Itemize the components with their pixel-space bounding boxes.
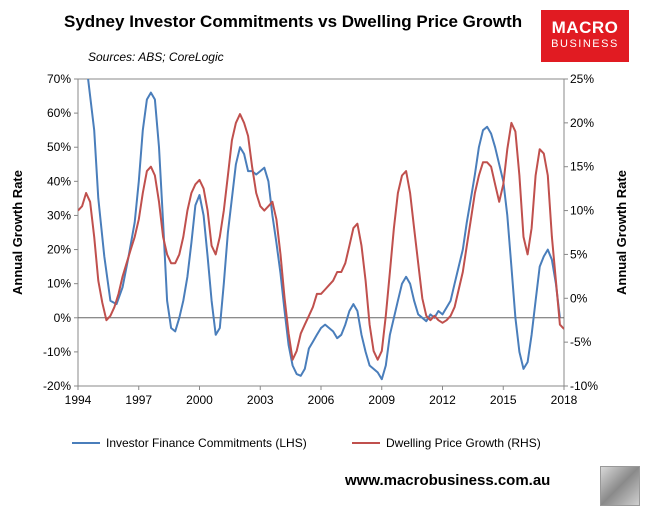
- right-tick-label: -10%: [570, 379, 598, 393]
- x-tick-label: 2015: [490, 393, 517, 407]
- chart-sources: Sources: ABS; CoreLogic: [88, 50, 224, 64]
- left-tick-label: 50%: [47, 140, 71, 154]
- right-tick-label: 10%: [570, 204, 594, 218]
- x-tick-label: 1997: [125, 393, 152, 407]
- macrobusiness-logo: MACRO BUSINESS: [541, 10, 629, 62]
- chart-title: Sydney Investor Commitments vs Dwelling …: [64, 12, 523, 31]
- legend-label: Investor Finance Commitments (LHS): [106, 436, 307, 450]
- legend-label: Dwelling Price Growth (RHS): [386, 436, 541, 450]
- left-tick-label: 30%: [47, 208, 71, 222]
- right-tick-label: 5%: [570, 247, 588, 261]
- left-tick-label: -10%: [43, 345, 71, 359]
- x-tick-label: 2003: [247, 393, 274, 407]
- left-tick-label: 10%: [47, 277, 71, 291]
- right-tick-label: 0%: [570, 291, 588, 305]
- right-axis-title: Annual Growth Rate: [614, 170, 629, 295]
- left-tick-label: 70%: [47, 72, 71, 86]
- wolf-logo-icon: [600, 466, 640, 506]
- x-tick-label: 2006: [308, 393, 335, 407]
- logo-line-2: BUSINESS: [551, 38, 619, 50]
- x-tick-label: 1994: [65, 393, 92, 407]
- logo-line-1: MACRO: [551, 18, 619, 37]
- x-tick-label: 2018: [551, 393, 578, 407]
- x-tick-label: 2012: [429, 393, 456, 407]
- x-tick-label: 2009: [368, 393, 395, 407]
- right-tick-label: 25%: [570, 72, 594, 86]
- left-tick-label: 60%: [47, 106, 71, 120]
- left-tick-label: 20%: [47, 243, 71, 257]
- right-tick-label: -5%: [570, 335, 592, 349]
- series-line-dwelling-price: [78, 113, 564, 361]
- left-tick-label: 40%: [47, 174, 71, 188]
- left-tick-label: -20%: [43, 379, 71, 393]
- series-line-investor-finance: [87, 79, 561, 381]
- right-tick-label: 15%: [570, 160, 594, 174]
- left-tick-label: 0%: [54, 311, 72, 325]
- right-tick-label: 20%: [570, 116, 594, 130]
- plot-area: [77, 78, 565, 387]
- x-tick-label: 2000: [186, 393, 213, 407]
- website-url: www.macrobusiness.com.au: [345, 472, 551, 489]
- left-axis-title: Annual Growth Rate: [10, 170, 25, 295]
